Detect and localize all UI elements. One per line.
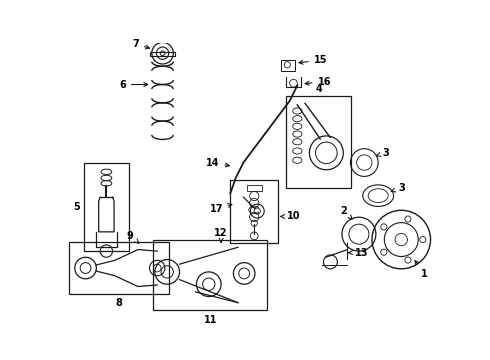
Bar: [281, 60, 295, 71]
Bar: [84, 163, 129, 251]
Text: 17: 17: [210, 204, 232, 214]
Text: 8: 8: [115, 298, 122, 309]
Text: 7: 7: [132, 39, 149, 49]
Text: 16: 16: [305, 77, 331, 87]
Bar: [246, 185, 262, 191]
Text: 11: 11: [203, 315, 217, 325]
Text: 14: 14: [206, 158, 229, 167]
Text: 5: 5: [73, 202, 80, 212]
Text: 12: 12: [214, 228, 228, 242]
Bar: [230, 180, 278, 243]
Bar: [69, 242, 169, 294]
Text: 3: 3: [391, 183, 405, 193]
Text: 13: 13: [348, 248, 368, 258]
Bar: [286, 95, 351, 188]
Text: 6: 6: [119, 80, 148, 90]
Text: 4: 4: [315, 84, 322, 94]
Bar: [153, 239, 268, 310]
Text: 9: 9: [127, 231, 139, 243]
Text: 2: 2: [340, 206, 352, 219]
Text: 1: 1: [415, 261, 428, 279]
Text: 15: 15: [299, 55, 327, 65]
Bar: [150, 52, 175, 55]
Text: 10: 10: [281, 211, 300, 221]
Text: 3: 3: [376, 148, 389, 158]
